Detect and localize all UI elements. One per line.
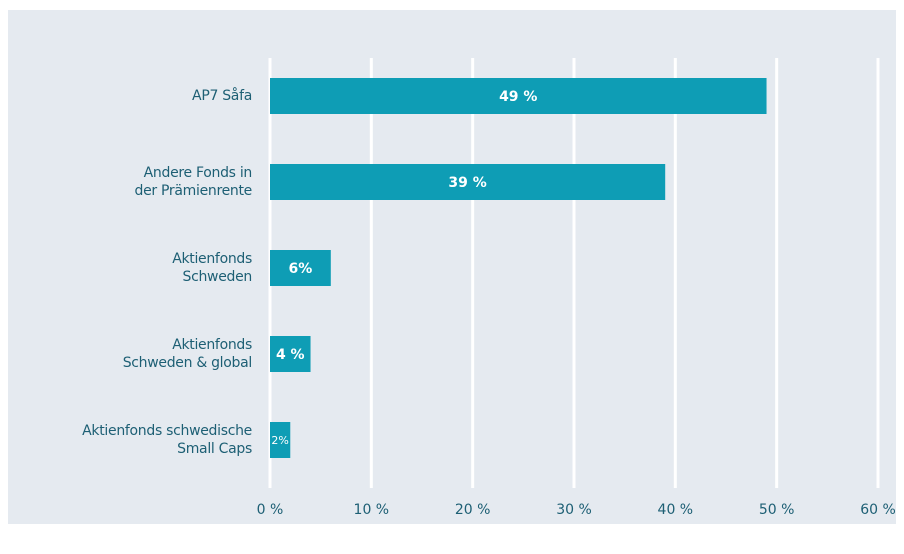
bar [270, 422, 291, 458]
value-label: 2% [271, 434, 288, 447]
x-tick-label: 60 % [860, 502, 896, 518]
value-label: 4 % [276, 347, 305, 363]
x-tick-label: 10 % [354, 502, 390, 518]
x-tick-label: 30 % [556, 502, 592, 518]
value-label: 49 % [499, 89, 537, 105]
x-tick-label: 50 % [759, 502, 795, 518]
y-tick-label: AP7 Såfa [192, 88, 252, 104]
value-label: 6% [289, 261, 313, 277]
x-tick-label: 40 % [658, 502, 694, 518]
y-tick-label: Andere Fonds in der Prämienrente [134, 165, 253, 199]
bar [270, 336, 311, 372]
value-label: 39 % [448, 175, 486, 191]
bar [270, 250, 331, 286]
bar [270, 164, 666, 200]
y-tick-label: Aktienfonds schwedische Small Caps [82, 423, 252, 457]
bar [270, 78, 767, 114]
y-tick-label: Aktienfonds Schweden [172, 251, 252, 285]
x-tick-label: 20 % [455, 502, 491, 518]
x-tick-label: 0 % [257, 502, 284, 518]
y-tick-label: Aktienfonds Schweden & global [122, 337, 253, 371]
